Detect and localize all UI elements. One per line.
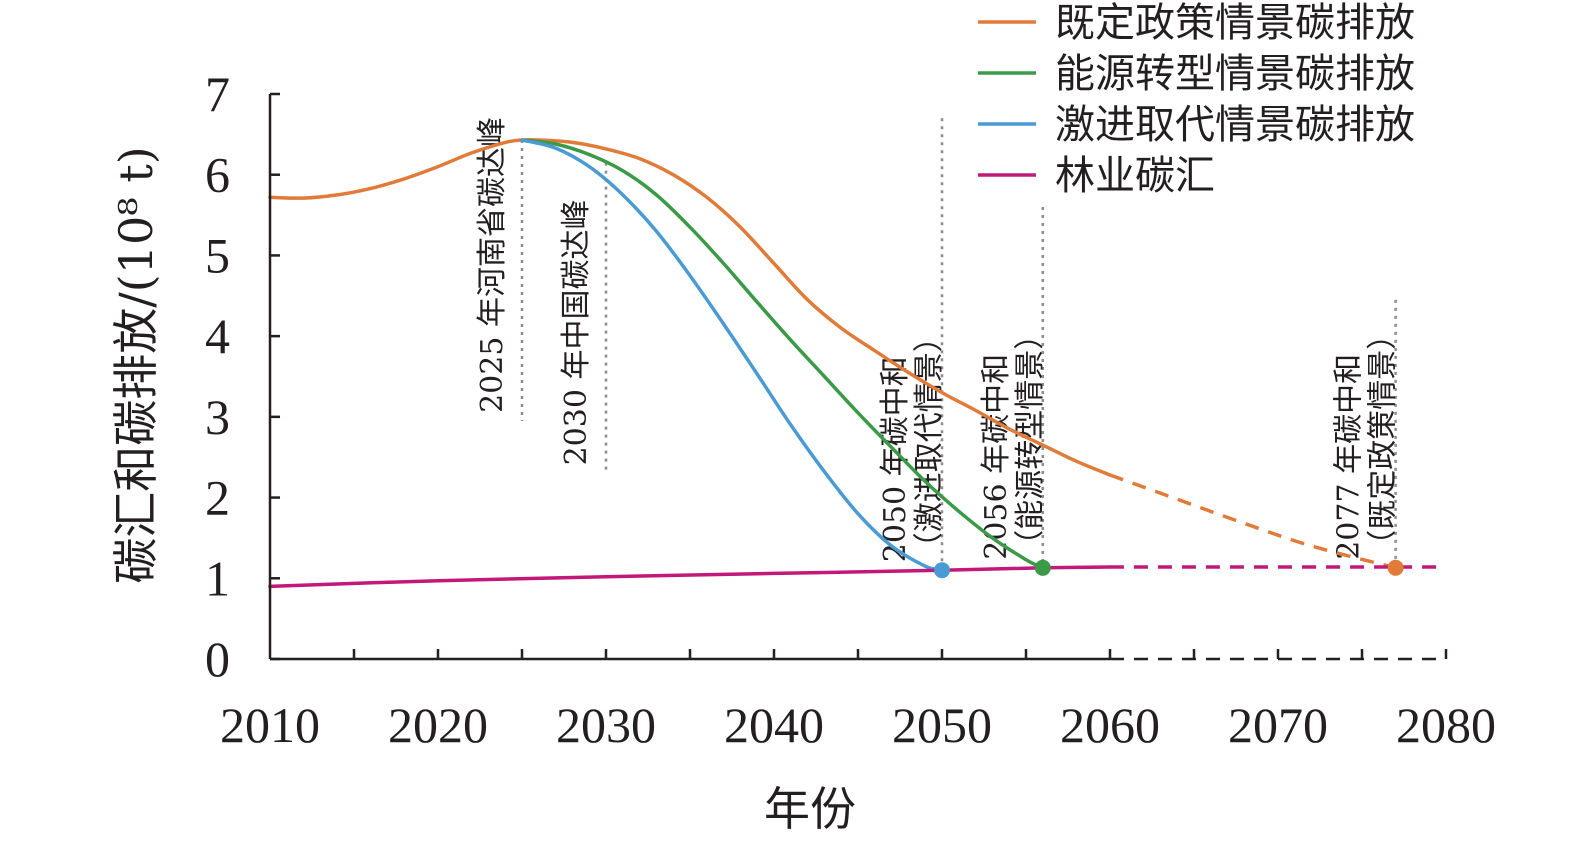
x-tick-label: 2030: [556, 697, 656, 753]
y-tick-label: 7: [205, 66, 230, 122]
series-projection-policy: [1109, 473, 1397, 570]
x-axis-title: 年份: [764, 782, 856, 836]
neutrality-point: [934, 562, 950, 579]
x-tick-label: 2070: [1228, 697, 1328, 753]
annotation-label: 2077 年碳中和: [1332, 354, 1367, 560]
legend-label-transition: 能源转型情景碳排放: [1055, 51, 1415, 97]
neutrality-points-layer: [934, 559, 1404, 579]
neutrality-point: [1034, 559, 1051, 576]
y-tick-label: 2: [205, 470, 230, 526]
series-line-aggressive: [520, 138, 944, 572]
y-tick-label: 1: [205, 550, 230, 606]
annotation-label: （激进取代情景）: [912, 322, 947, 562]
legend-label-sink: 林业碳汇: [1055, 153, 1215, 199]
legend-label-policy: 既定政策情景碳排放: [1055, 0, 1415, 46]
annotation-label: 2030 年中国碳达峰: [559, 200, 594, 466]
y-tick-label: 0: [205, 631, 230, 687]
annotation-label: 2025 年河南省碳达峰: [475, 117, 510, 413]
y-tick-label: 3: [205, 389, 230, 445]
series-line-policy: [268, 137, 1112, 477]
x-tick-label: 2040: [724, 697, 824, 753]
ticks-layer: 0 1 2 3 4 5 6 7 2010 2020 2030 2040 2050 2060 2070 2080: [205, 66, 1496, 753]
x-tick-label: 2020: [388, 697, 488, 753]
annotation-label: （既定政策情景）: [1366, 320, 1401, 560]
x-tick-label: 2050: [892, 697, 992, 753]
y-axis-title: 碳汇和碳排放/(10⁸ t): [109, 146, 163, 583]
y-tick-label: 6: [205, 147, 230, 203]
legend-label-aggressive: 激进取代情景碳排放: [1055, 102, 1415, 148]
neutrality-point: [1387, 559, 1404, 576]
x-tick-label: 2010: [220, 697, 320, 753]
series-layer: [268, 137, 1446, 589]
series-line-transition: [520, 138, 1045, 570]
annotation-label: 2050 年碳中和: [878, 356, 913, 562]
y-tick-label: 5: [205, 227, 230, 283]
x-tick-label: 2060: [1060, 697, 1160, 753]
axes-layer: [268, 94, 1446, 661]
x-tick-label: 2080: [1396, 697, 1496, 753]
annotation-label: 2056 年碳中和: [979, 354, 1014, 560]
y-tick-label: 4: [205, 308, 230, 364]
annotation-layer: 2025 年河南省碳达峰 2030 年中国碳达峰 2050 年碳中和 （激进取代情景）…: [475, 117, 1401, 571]
series-line-sink: [268, 565, 1112, 589]
